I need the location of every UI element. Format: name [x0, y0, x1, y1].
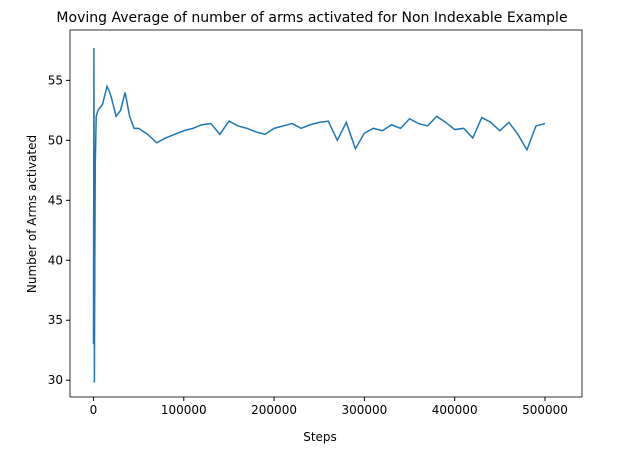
y-tick-label: 50 [48, 133, 63, 147]
y-tick-label: 35 [48, 313, 63, 327]
y-tick-label: 40 [48, 253, 63, 267]
x-tick-label: 100000 [161, 403, 207, 417]
y-tick-label: 45 [48, 193, 63, 207]
x-tick-label: 300000 [341, 403, 387, 417]
y-tick-label: 30 [48, 373, 63, 387]
chart-title: Moving Average of number of arms activat… [56, 10, 567, 26]
x-tick-label: 500000 [522, 403, 568, 417]
y-axis-label: Number of Arms activated [25, 135, 39, 293]
plot-frame [69, 29, 583, 398]
x-tick-label: 400000 [432, 403, 478, 417]
data-line [92, 47, 546, 383]
x-tick-label: 200000 [251, 403, 297, 417]
x-axis-label: Steps [303, 430, 337, 444]
y-tick-label: 55 [48, 73, 63, 87]
x-tick-label: 0 [90, 403, 98, 417]
